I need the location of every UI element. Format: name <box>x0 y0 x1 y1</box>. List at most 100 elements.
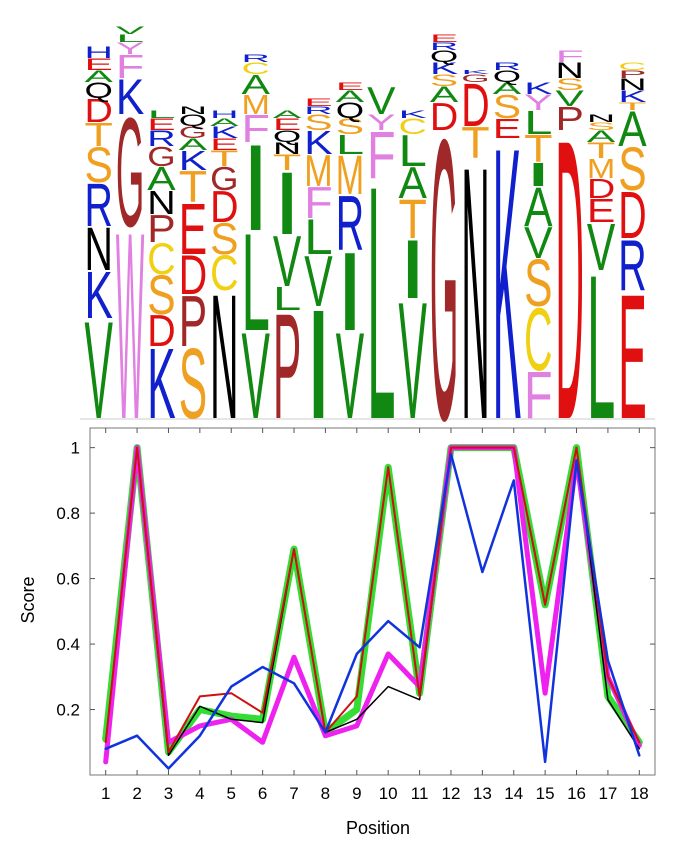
logo-letter: V <box>367 79 396 123</box>
logo-letter: R <box>336 180 364 267</box>
logo-letter: D <box>430 95 458 139</box>
logo-letter: K <box>524 79 552 98</box>
logo-letter: S <box>85 136 113 192</box>
logo-letter: T <box>273 150 301 175</box>
logo-letter: N <box>273 139 301 158</box>
logo-letter: L <box>273 280 301 317</box>
y-tick-label: 0.4 <box>56 635 80 654</box>
logo-letter: K <box>116 68 144 124</box>
logo-letter: E <box>336 80 364 92</box>
x-tick-label: 16 <box>567 784 586 803</box>
logo-letter: E <box>210 135 238 154</box>
logo-letter: V <box>524 218 553 267</box>
logo-letter: T <box>524 127 552 171</box>
logo-letter: A <box>336 87 365 106</box>
x-tick-label: 17 <box>598 784 617 803</box>
logo-letter: P <box>147 207 175 251</box>
logo-letter: Q <box>493 67 521 86</box>
logo-letter: L <box>336 129 364 160</box>
logo-letter: F <box>367 118 395 193</box>
logo-letter: D <box>587 173 615 204</box>
logo-letter: G <box>179 123 207 142</box>
logo-letter: A <box>179 135 208 154</box>
logo-letter: N <box>179 104 207 116</box>
logo-letter: K <box>210 123 238 142</box>
logo-letter: K <box>147 328 175 440</box>
x-tick-label: 13 <box>473 784 492 803</box>
logo-letter: V <box>556 86 584 111</box>
logo-letter: G <box>210 160 238 197</box>
y-tick-label: 0.2 <box>56 701 80 720</box>
logo-letter: S <box>430 71 458 90</box>
logo-letter: I <box>242 119 270 256</box>
logo-letter: R <box>242 52 270 64</box>
logo-letter: I <box>336 230 364 354</box>
logo-letter: F <box>242 107 270 151</box>
logo-letter: A <box>85 67 114 86</box>
logo-letter: S <box>179 328 207 440</box>
x-tick-label: 15 <box>536 784 555 803</box>
logo-letter: V <box>85 292 113 448</box>
logo-letter: T <box>461 118 489 167</box>
logo-letter: Q <box>273 127 301 146</box>
logo-letter: E <box>493 113 521 144</box>
logo-letter: A <box>493 79 522 98</box>
logo-letter: E <box>304 96 332 108</box>
x-tick-label: 8 <box>321 784 330 803</box>
logo-letter: D <box>210 182 238 231</box>
logo-letter: N <box>618 75 646 94</box>
logo-letter: K <box>399 108 427 120</box>
logo-letter: A <box>618 100 647 156</box>
logo-letter: P <box>179 281 207 361</box>
logo-letter: L <box>116 32 144 44</box>
logo-letter: A <box>524 177 552 239</box>
logo-letter: S <box>493 88 521 125</box>
logo-letter: S <box>618 135 646 204</box>
logo-letter: P <box>273 284 301 451</box>
logo-letter: A <box>147 160 176 197</box>
logo-letter: Q <box>85 78 113 103</box>
logo-letter: C <box>618 60 646 72</box>
series-line <box>103 445 642 765</box>
logo-letter: R <box>147 126 175 151</box>
logo-letter: I <box>524 156 552 193</box>
y-axis-label: Score <box>18 576 38 623</box>
plot-frame <box>89 427 656 776</box>
logo-letter: M <box>336 145 364 207</box>
x-axis-label: Position <box>346 818 410 838</box>
logo-letter: R <box>304 104 332 116</box>
logo-letter: I <box>273 154 301 254</box>
logo-letter: E <box>618 257 646 457</box>
logo-letter: A <box>430 82 459 107</box>
logo-letter: I <box>304 278 332 452</box>
logo-letter: N <box>147 184 175 221</box>
logo-letter: K <box>304 124 332 161</box>
x-tick-label: 2 <box>132 784 141 803</box>
logo-letter: C <box>242 59 270 78</box>
logo-letter: N <box>587 112 615 124</box>
logo-letter: K <box>493 67 521 501</box>
logo-letter: Y <box>524 90 552 115</box>
logo-letter: D <box>556 56 584 503</box>
logo-letter: M <box>242 89 270 120</box>
logo-letter: L <box>524 104 552 141</box>
logo-letter: T <box>85 116 113 153</box>
logo-letter: T <box>210 146 238 171</box>
logo-letter: C <box>524 290 552 390</box>
logo-letter: Q <box>179 111 207 130</box>
logo-letter: A <box>273 108 302 120</box>
logo-letter: R <box>493 60 521 72</box>
x-tick-label: 11 <box>411 784 429 803</box>
x-tick-label: 18 <box>630 784 649 803</box>
x-tick-label: 14 <box>504 784 523 803</box>
logo-letter: D <box>179 245 207 307</box>
logo-letter: C <box>399 114 427 139</box>
logo-letter: C <box>210 244 238 300</box>
logo-letter: Q <box>336 98 364 123</box>
logo-letter: Q <box>430 47 458 66</box>
logo-letter: E <box>273 115 301 134</box>
logo-letter: K <box>179 145 207 176</box>
logo-letter: G <box>461 72 489 84</box>
logo-letter: N <box>85 215 113 284</box>
x-tick-label: 3 <box>164 784 173 803</box>
